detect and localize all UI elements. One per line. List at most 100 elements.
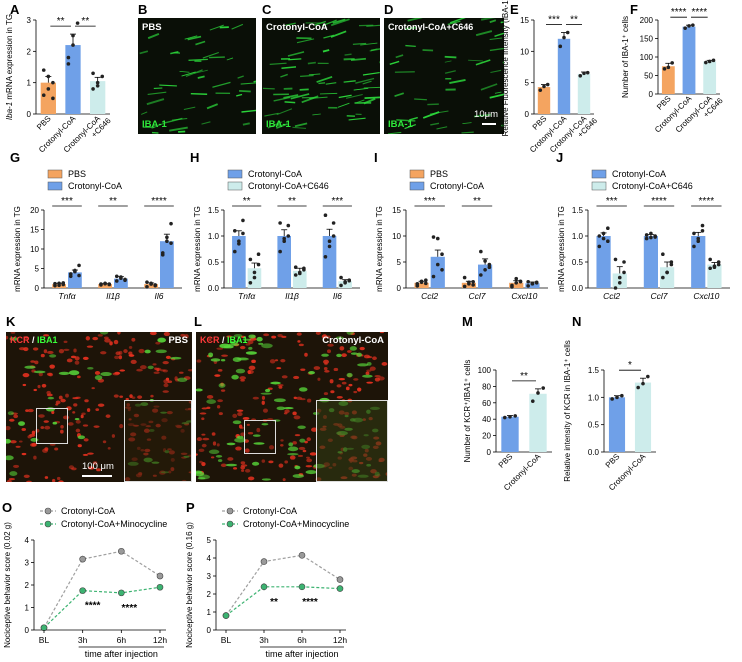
- data-point: [606, 239, 610, 243]
- bar: [661, 66, 675, 94]
- x-tick-label: BL: [39, 635, 50, 645]
- data-point: [347, 278, 352, 283]
- micrograph-d-scale-bar: [482, 123, 496, 125]
- x-tick-label: PBS: [604, 452, 622, 470]
- panel-label-k: K: [6, 314, 16, 329]
- data-point: [514, 281, 519, 285]
- y-tick-label: 5: [207, 536, 212, 545]
- data-point: [169, 241, 173, 245]
- y-tick-label: 1.5: [572, 206, 584, 215]
- data-point: [649, 231, 653, 236]
- data-point: [601, 231, 606, 236]
- sig-label: ****: [302, 597, 318, 608]
- legend-marker: [44, 520, 52, 528]
- data-point: [41, 93, 46, 97]
- x-tick-label: Tnfα: [58, 291, 76, 301]
- iba1-stain-label: IBA1: [227, 335, 248, 345]
- x-tick-label: Tnfα: [238, 291, 256, 301]
- bar: [634, 382, 652, 452]
- data-point: [286, 234, 291, 238]
- data-point: [483, 268, 487, 272]
- sig-label: **: [57, 16, 65, 27]
- data-point: [222, 612, 230, 619]
- y-tick-label: 100: [640, 53, 654, 62]
- x-tick-label: Crotonyl-CoA+C646: [674, 89, 725, 140]
- data-point: [424, 278, 428, 283]
- legend-swatch: [591, 181, 607, 191]
- axes-O: 0 1 2 3 4 Nociceptive behavior score (0.02 g)…: [3, 506, 167, 659]
- data-point: [558, 44, 563, 49]
- data-point: [73, 269, 77, 274]
- sig-label: **: [570, 15, 578, 26]
- axes-G: 0 5 10 15 20 mRNA expression in TG PBS Crotonyl…: [13, 169, 182, 301]
- axes-H: 0.0 0.5 1.0 1.5 mRNA expression in TG Crotony…: [193, 169, 360, 301]
- data-point: [118, 589, 125, 597]
- data-point: [75, 21, 80, 25]
- sig-label: **: [270, 597, 278, 608]
- data-point: [665, 270, 669, 275]
- data-point: [339, 283, 343, 288]
- data-point: [510, 283, 514, 288]
- x-tick-label: Ccl2: [603, 291, 620, 301]
- y-tick-label: 0.5: [588, 421, 600, 430]
- y-axis-label: Nociceptive behavior score (0.16 g): [185, 522, 194, 648]
- panel-label-n: N: [572, 314, 582, 329]
- x-tick-label: PBS: [497, 452, 515, 470]
- data-point: [424, 281, 428, 286]
- data-point: [51, 96, 55, 101]
- y-tick-label: 10: [392, 232, 401, 241]
- data-point: [514, 276, 519, 281]
- data-point: [165, 235, 169, 240]
- data-point: [343, 279, 347, 284]
- y-tick-label: 0.0: [572, 284, 584, 293]
- bar: [691, 236, 706, 288]
- y-tick-label: 0.5: [572, 258, 584, 267]
- sig-label: ****: [671, 7, 687, 18]
- sig-label: ****: [692, 7, 708, 18]
- data-point: [118, 547, 125, 555]
- bar: [160, 241, 174, 288]
- micrograph-b-stain: IBA-1: [142, 119, 167, 130]
- data-point: [256, 262, 261, 267]
- data-point: [46, 87, 51, 91]
- data-point: [71, 33, 75, 38]
- y-tick-label: 80: [482, 382, 491, 391]
- data-point: [107, 282, 112, 286]
- data-point: [508, 414, 512, 419]
- data-point: [278, 249, 282, 254]
- data-point: [620, 393, 624, 398]
- y-tick-label: 4: [25, 536, 30, 545]
- y-axis-label: Relative Fluorescence Intensity (IBA-1): [501, 0, 510, 136]
- y-tick-label: 1: [25, 604, 30, 613]
- sig-label: **: [473, 196, 481, 207]
- data-point: [467, 280, 471, 285]
- data-point: [53, 281, 57, 286]
- x-tick-label: 12h: [333, 635, 347, 645]
- micrograph-l-roi-box: [244, 420, 276, 454]
- legend-swatch: [47, 169, 63, 179]
- data-point: [156, 583, 164, 591]
- data-point: [692, 244, 696, 249]
- bar: [537, 87, 551, 114]
- bar: [509, 282, 524, 288]
- data-point: [165, 239, 169, 243]
- micrograph-b: PBS IBA-1: [138, 18, 256, 134]
- x-tick-label: PBS: [35, 114, 53, 132]
- sig-label: ***: [61, 196, 73, 207]
- y-axis-label: Nociceptive behavior score (0.02 g): [3, 522, 12, 648]
- data-point: [99, 282, 103, 286]
- data-point: [622, 270, 626, 275]
- x-tick-label: Crotonyl-CoA+C646: [548, 109, 599, 160]
- sig-label: *: [628, 360, 632, 371]
- y-axis-label: mRNA expression in TG: [13, 206, 22, 292]
- y-tick-label: 150: [640, 35, 654, 44]
- bar: [525, 283, 540, 288]
- panel-label-o: O: [2, 500, 13, 515]
- y-tick-label: 3: [27, 16, 32, 25]
- axes-M: 0 20 40 60 80 100 Number of KCR⁺/IBA1⁺ cells PB…: [463, 360, 552, 492]
- bar: [478, 264, 493, 288]
- bar: [414, 282, 429, 288]
- data-point: [336, 585, 344, 592]
- y-axis-label: Relative intensity of KCR in IBA-1⁺ cell…: [563, 340, 572, 482]
